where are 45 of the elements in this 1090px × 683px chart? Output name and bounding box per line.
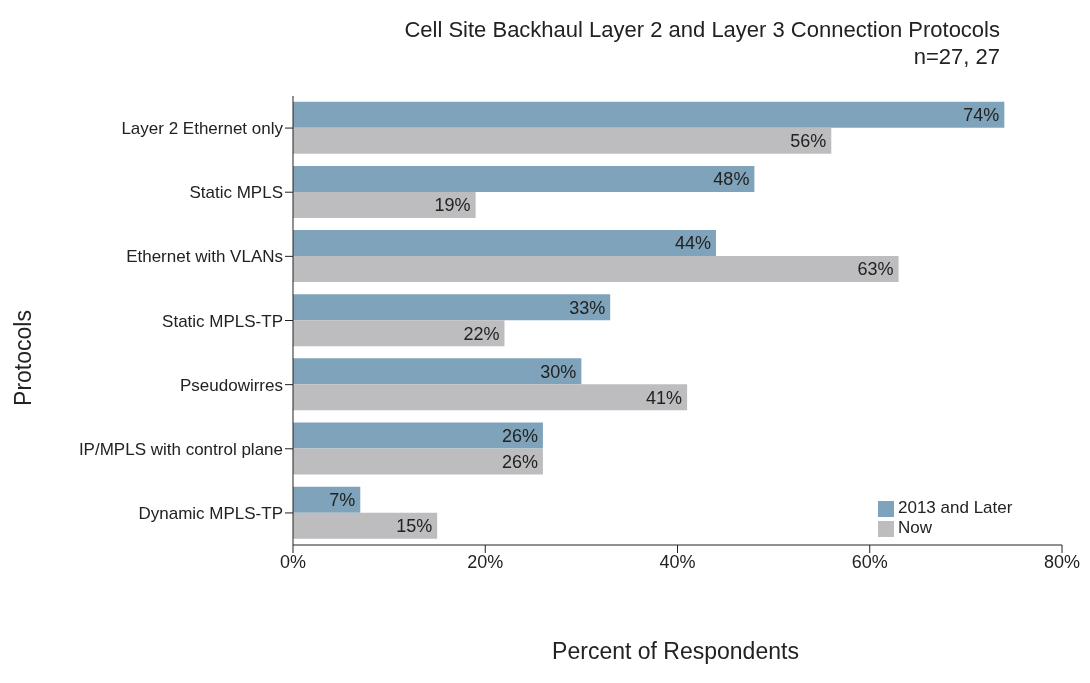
y-tick-label: Static MPLS: [189, 183, 283, 203]
x-tick-label: 20%: [467, 551, 504, 572]
y-tick-label: Dynamic MPLS-TP: [138, 503, 283, 523]
bar: [293, 191, 476, 218]
y-tick-label: Pseudowirres: [180, 375, 283, 395]
y-tick-label: Ethernet with VLANs: [126, 247, 283, 267]
chart-title: Cell Site Backhaul Layer 2 and Layer 3 Connection Protocols: [404, 16, 1000, 43]
bar: [293, 165, 755, 192]
bar: [293, 320, 505, 347]
y-tick-label: Static MPLS-TP: [162, 311, 283, 331]
y-tick-label: Layer 2 Ethernet only: [121, 119, 284, 139]
data-label: 19%: [434, 195, 471, 216]
x-tick-label: 40%: [659, 551, 696, 572]
data-label: 56%: [790, 131, 827, 152]
legend-label: 2013 and Later: [898, 498, 1013, 517]
x-tick-label: 60%: [851, 551, 888, 572]
data-label: 74%: [963, 105, 1000, 126]
data-label: 22%: [463, 323, 500, 344]
data-label: 33%: [569, 297, 606, 318]
data-label: 30%: [540, 361, 577, 382]
data-label: 15%: [396, 516, 433, 537]
x-tick-label: 0%: [279, 551, 307, 572]
data-label: 44%: [674, 233, 711, 254]
legend-label: Now: [898, 518, 933, 537]
x-tick-label: 80%: [1043, 551, 1081, 572]
data-label: 41%: [646, 387, 683, 408]
data-label: 26%: [501, 451, 538, 472]
bar: [293, 384, 688, 411]
bar: [293, 256, 899, 283]
bar: [293, 358, 582, 385]
data-label: 63%: [857, 259, 894, 280]
chart-subtitle: n=27, 27: [912, 43, 1000, 70]
bar: [293, 422, 543, 449]
bar: [293, 294, 611, 321]
x-axis-title: Percent of Respondents: [551, 638, 800, 665]
bar: [293, 448, 543, 475]
bar: [293, 127, 832, 154]
data-label: 7%: [329, 490, 356, 511]
bar: [293, 512, 438, 539]
data-label: 26%: [501, 425, 538, 446]
data-label: 48%: [713, 169, 750, 190]
bar: [293, 230, 716, 257]
y-axis-title: Protocols: [9, 310, 37, 406]
bar: [293, 101, 1005, 128]
y-tick-label: IP/MPLS with control plane: [78, 439, 283, 459]
